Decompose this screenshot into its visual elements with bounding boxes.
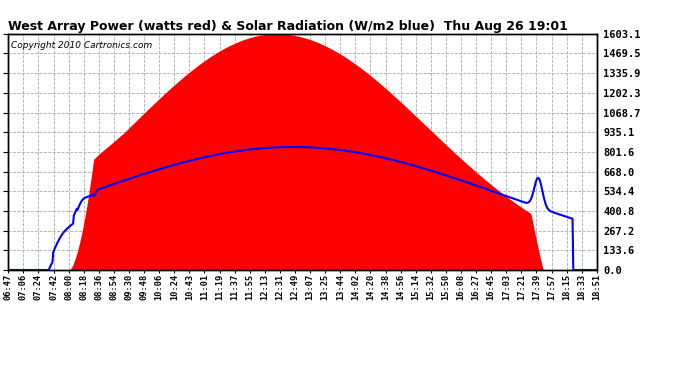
Text: West Array Power (watts red) & Solar Radiation (W/m2 blue)  Thu Aug 26 19:01: West Array Power (watts red) & Solar Rad… — [8, 20, 568, 33]
Text: Copyright 2010 Cartronics.com: Copyright 2010 Cartronics.com — [11, 41, 152, 50]
